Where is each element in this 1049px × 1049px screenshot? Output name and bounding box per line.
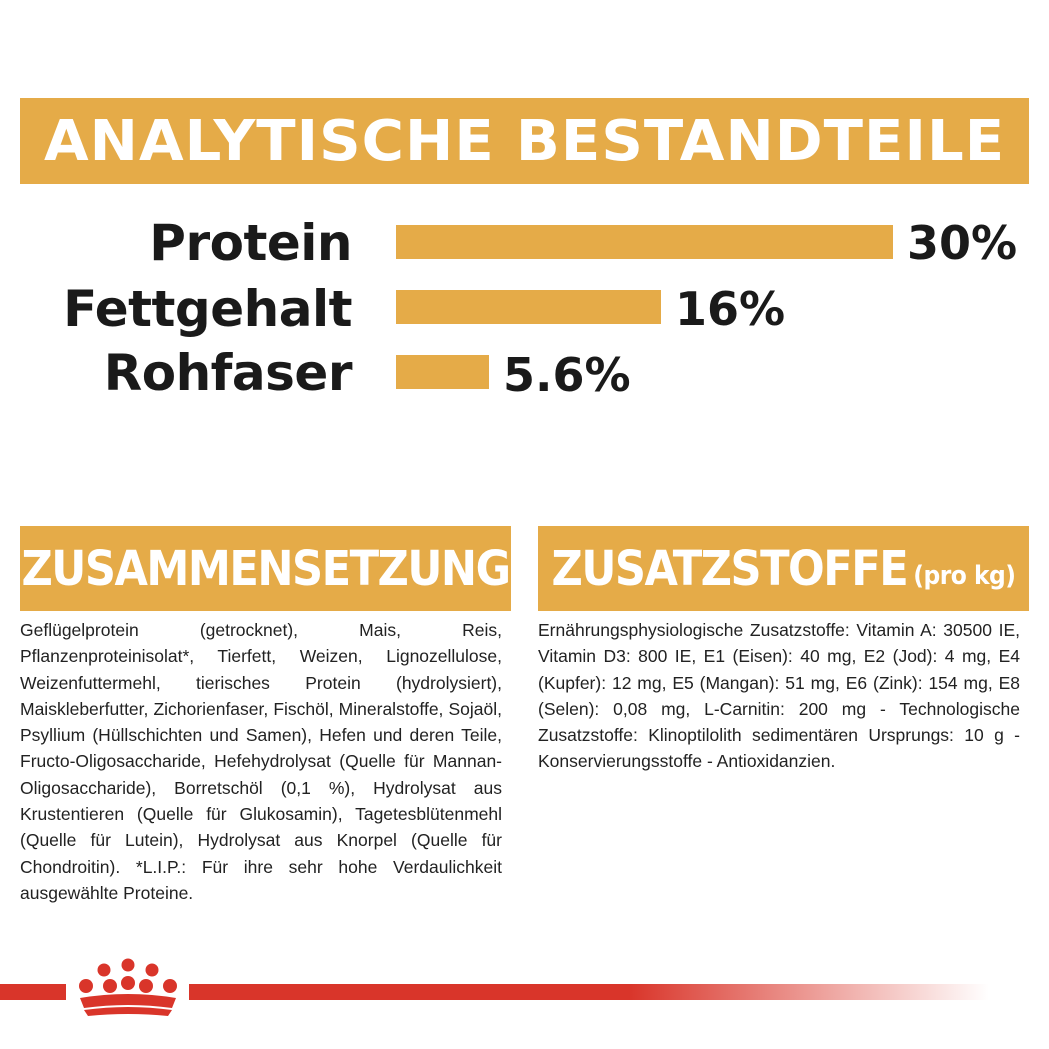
additives-title: ZUSATZSTOFFE: [551, 540, 909, 597]
composition-title: ZUSAMMENSETZUNG: [21, 540, 511, 597]
footer-line-left: [0, 984, 66, 1000]
nutrient-bar: [396, 290, 661, 324]
additives-header: ZUSATZSTOFFE (pro kg): [538, 526, 1029, 611]
analysis-banner: ANALYTISCHE BESTANDTEILE: [20, 98, 1029, 184]
nutrient-label: Protein: [149, 214, 352, 272]
analysis-title: ANALYTISCHE BESTANDTEILE: [43, 108, 1006, 174]
nutrient-bar: [396, 225, 893, 259]
additives-text: Ernährungsphysiologische Zusatzstoffe: V…: [538, 620, 1020, 772]
composition-header: ZUSAMMENSETZUNG: [20, 526, 511, 611]
footer-line-right: [189, 984, 989, 1000]
nutrient-value: 5.6%: [503, 348, 631, 402]
royal-canin-crown-logo-icon: [79, 958, 177, 1016]
composition-text: Geflügelprotein (getrocknet), Mais, Reis…: [20, 620, 502, 903]
additives-title-suffix: (pro kg): [913, 560, 1016, 591]
nutrient-label: Rohfaser: [103, 344, 353, 402]
nutrient-label: Fettgehalt: [63, 280, 352, 338]
nutrient-bar: [396, 355, 489, 389]
nutrient-value: 16%: [675, 282, 786, 336]
nutrient-value: 30%: [907, 216, 1018, 270]
nutrient-chart: Protein 30% Fettgehalt 16% Rohfaser 5.6%: [0, 205, 1049, 405]
